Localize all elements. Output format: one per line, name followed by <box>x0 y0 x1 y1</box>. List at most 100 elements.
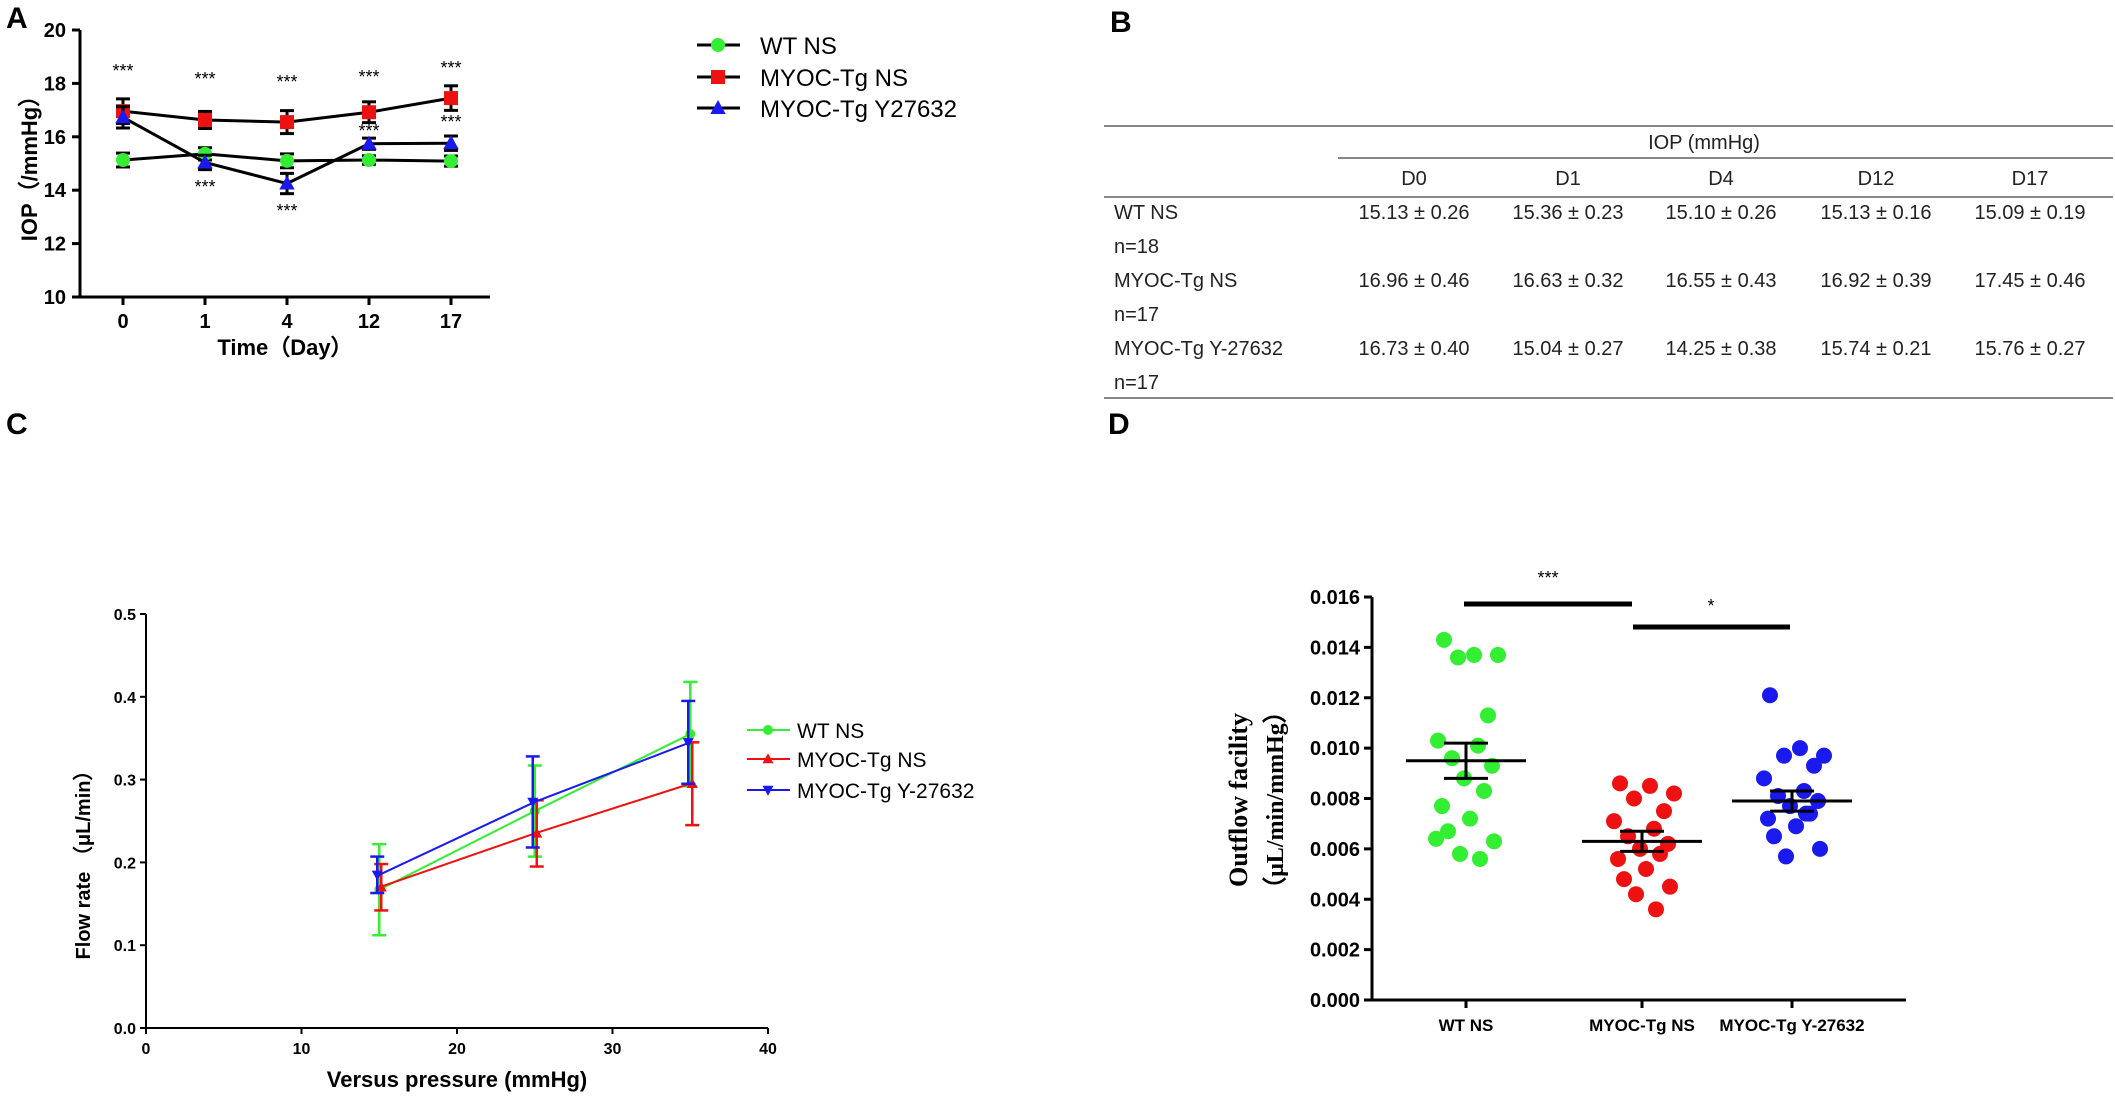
d-y-tick-label: 0.012 <box>1310 688 1360 710</box>
a-point-myoc-tg-y27632 <box>361 135 377 150</box>
d-y-tick-label: 0.010 <box>1310 738 1360 760</box>
d-point-wt-ns <box>1466 646 1482 663</box>
a-point-myoc-tg-ns <box>198 112 212 127</box>
a-x-tick-label: 17 <box>440 311 462 333</box>
a-point-wt-ns <box>280 153 294 168</box>
d-point-myoc-tg-ns <box>1662 878 1678 895</box>
b-row-n: n=18 <box>1114 236 1159 258</box>
b-cell: 16.55 ± 0.43 <box>1665 270 1776 292</box>
d-y-tick-label: 0.006 <box>1310 839 1360 861</box>
d-point-wt-ns <box>1450 649 1466 666</box>
d-x-tick-label: MYOC-Tg Y-27632 <box>1719 1016 1864 1035</box>
c-y-tick-label: 0.1 <box>114 938 136 955</box>
c-x-tick-label: 40 <box>759 1041 777 1058</box>
d-point-wt-ns <box>1486 833 1502 850</box>
d-x-tick-label: MYOC-Tg NS <box>1589 1016 1695 1035</box>
c-point-wt-ns <box>529 806 540 817</box>
c-x-tick-label: 30 <box>604 1041 622 1058</box>
c-point-myoc-tg-y-27632 <box>682 738 694 749</box>
a-point-wt-ns <box>362 153 376 168</box>
d-point-wt-ns <box>1440 823 1456 840</box>
d-point-myoc-tg-y-27632 <box>1812 840 1828 857</box>
a-y-tick-label: 14 <box>44 180 67 202</box>
c-x-tick-label: 20 <box>448 1041 466 1058</box>
c-legend-marker-myoc-tg-ns <box>762 753 774 764</box>
d-point-wt-ns <box>1428 830 1444 847</box>
d-y-tick-label: 0.014 <box>1310 637 1361 659</box>
d-y-tick-label: 0.004 <box>1310 889 1361 911</box>
d-point-myoc-tg-ns <box>1656 803 1672 820</box>
d-point-wt-ns <box>1470 737 1486 754</box>
c-point-myoc-tg-y-27632 <box>527 797 539 808</box>
d-point-myoc-tg-y-27632 <box>1760 810 1776 827</box>
a-legend-marker-wt-ns <box>711 38 725 52</box>
a-point-myoc-tg-ns <box>444 91 458 106</box>
a-legend-label: WT NS <box>760 33 837 60</box>
d-point-wt-ns <box>1480 707 1496 724</box>
b-row-n: n=17 <box>1114 372 1159 394</box>
d-point-myoc-tg-y-27632 <box>1766 828 1782 845</box>
d-point-wt-ns <box>1430 732 1446 749</box>
d-point-wt-ns <box>1472 850 1488 867</box>
b-cell: 15.13 ± 0.26 <box>1358 202 1469 224</box>
c-x-tick-label: 0 <box>142 1041 151 1058</box>
d-y-tick-label: 0.000 <box>1310 990 1360 1012</box>
b-cell: 15.74 ± 0.21 <box>1820 338 1931 360</box>
d-point-myoc-tg-ns <box>1648 901 1664 918</box>
a-point-myoc-tg-y27632 <box>115 109 131 124</box>
d-point-myoc-tg-ns <box>1626 790 1642 807</box>
b-cell: 16.73 ± 0.40 <box>1358 338 1469 360</box>
b-cell: 15.09 ± 0.19 <box>1974 202 2085 224</box>
d-significance-label: * <box>1707 596 1714 616</box>
panel-label-b: B <box>1110 6 1132 39</box>
a-significance-label: *** <box>194 69 215 89</box>
b-column-header: D17 <box>2012 168 2049 190</box>
c-y-tick-label: 0.4 <box>114 690 136 707</box>
b-row-name: MYOC-Tg Y-27632 <box>1114 338 1283 360</box>
a-x-axis-title: Time（Day） <box>217 335 352 360</box>
b-column-header: D12 <box>1858 168 1895 190</box>
a-legend-marker-myoc-tg-y27632 <box>710 99 726 114</box>
a-y-tick-label: 16 <box>44 127 66 149</box>
b-group-header: IOP (mmHg) <box>1648 132 1760 154</box>
a-point-wt-ns <box>444 154 458 169</box>
a-y-tick-label: 12 <box>44 234 66 256</box>
d-point-myoc-tg-ns <box>1666 785 1682 802</box>
b-row-name: WT NS <box>1114 202 1178 224</box>
c-legend-label: WT NS <box>797 720 864 743</box>
c-legend-label: MYOC-Tg Y-27632 <box>797 780 974 803</box>
c-y-tick-label: 0.0 <box>114 1021 136 1038</box>
panel-label-d: D <box>1108 408 1130 441</box>
a-significance-label: *** <box>440 112 461 132</box>
a-x-tick-label: 4 <box>281 311 293 333</box>
a-significance-label: *** <box>276 72 297 92</box>
d-point-wt-ns <box>1490 646 1506 663</box>
d-point-myoc-tg-ns <box>1646 820 1662 837</box>
d-y-tick-label: 0.008 <box>1310 789 1360 811</box>
a-point-myoc-tg-y27632 <box>197 154 213 169</box>
c-y-axis-title: Flow rate （μL/min） <box>72 761 95 960</box>
b-cell: 15.13 ± 0.16 <box>1820 202 1931 224</box>
d-point-myoc-tg-ns <box>1612 775 1628 792</box>
b-cell: 14.25 ± 0.38 <box>1665 338 1776 360</box>
b-cell: 15.10 ± 0.26 <box>1665 202 1776 224</box>
c-point-wt-ns <box>685 729 696 740</box>
a-significance-label: *** <box>440 58 461 78</box>
a-significance-label: *** <box>112 61 133 81</box>
panel-label-a: A <box>6 2 28 35</box>
a-point-myoc-tg-y27632 <box>279 175 295 190</box>
d-point-myoc-tg-ns <box>1616 871 1632 888</box>
b-cell: 17.45 ± 0.46 <box>1974 270 2085 292</box>
d-point-myoc-tg-y-27632 <box>1762 687 1778 704</box>
d-point-myoc-tg-ns <box>1638 861 1654 878</box>
d-point-wt-ns <box>1462 810 1478 827</box>
b-cell: 16.96 ± 0.46 <box>1358 270 1469 292</box>
d-point-myoc-tg-ns <box>1628 886 1644 903</box>
b-column-header: D0 <box>1401 168 1427 190</box>
b-cell: 15.04 ± 0.27 <box>1512 338 1623 360</box>
d-y-tick-label: 0.016 <box>1310 587 1360 609</box>
a-significance-label: *** <box>276 201 297 221</box>
d-point-myoc-tg-y-27632 <box>1798 805 1814 822</box>
d-point-myoc-tg-ns <box>1606 813 1622 830</box>
a-point-wt-ns <box>116 153 130 168</box>
